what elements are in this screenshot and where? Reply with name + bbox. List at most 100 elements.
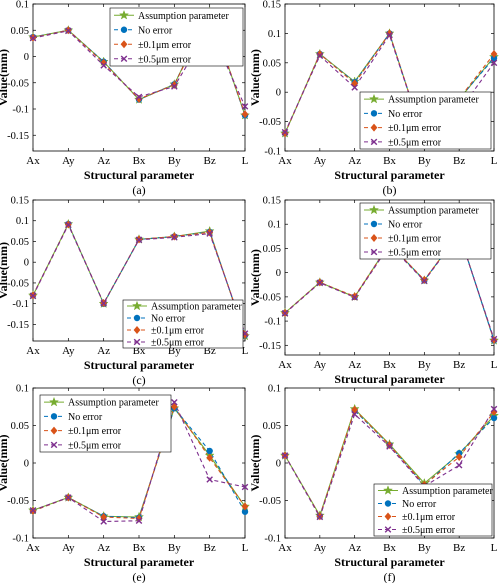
y-tick-label: 0 <box>276 268 281 279</box>
x-tick-label: Bz <box>453 542 465 554</box>
x-tick-label: Az <box>97 542 110 554</box>
legend-label: ±0.5μm error <box>138 54 192 65</box>
data-point <box>100 62 107 69</box>
data-point <box>29 292 37 300</box>
x-tick-label: Bz <box>453 359 465 371</box>
legend-label: Assumption parameter <box>388 95 479 106</box>
legend-label: No error <box>138 25 173 36</box>
legend-marker <box>120 26 128 33</box>
x-tick-label: By <box>418 359 431 371</box>
data-point <box>386 441 393 449</box>
chart-panel-c: Ax Ay Az Bx By Bz L-0.15-0.1-0.0500.050.10.15S… <box>0 196 251 387</box>
legend-label: ±0.5μm error <box>402 525 456 536</box>
legend-marker <box>370 220 378 228</box>
legend-label: ±0.5μm error <box>68 440 122 451</box>
x-axis-label: Structural parameter <box>84 168 195 182</box>
x-tick-label: L <box>491 542 498 554</box>
x-tick-label: By <box>418 542 431 554</box>
panel-caption: (b) <box>383 183 397 197</box>
legend-marker <box>370 138 378 146</box>
legend-label: No error <box>402 499 437 510</box>
legend-box <box>359 202 492 260</box>
data-point <box>171 398 178 406</box>
data-point <box>490 414 498 422</box>
y-axis-label: Value(mm) <box>0 242 10 299</box>
data-point <box>281 310 289 317</box>
x-tick-label: L <box>491 155 498 167</box>
y-tick-label: -0.05 <box>7 78 29 89</box>
y-tick-label: -0.15 <box>7 320 29 331</box>
x-tick-label: Ax <box>278 359 292 371</box>
legend-marker <box>384 500 392 507</box>
legend-label: ±0.5μm error <box>388 248 442 259</box>
legend-box <box>373 483 493 537</box>
legend-marker <box>133 338 141 346</box>
y-tick-label: 0.1 <box>268 29 281 40</box>
data-point <box>170 80 178 89</box>
x-tick-label: L <box>242 345 249 357</box>
y-tick-label: -0.05 <box>7 496 29 507</box>
data-point <box>281 128 289 136</box>
y-tick-label: 0 <box>276 88 281 99</box>
x-tick-label: Bx <box>383 155 396 167</box>
data-point <box>100 58 108 67</box>
y-tick-label: 0.1 <box>268 384 281 395</box>
y-tick-label: -0.1 <box>264 147 281 158</box>
y-tick-label: -0.15 <box>259 341 281 352</box>
x-tick-label: Bx <box>383 542 396 554</box>
data-point <box>455 453 463 461</box>
data-point <box>490 408 498 416</box>
legend-marker <box>370 248 378 256</box>
y-tick-label: -0.1 <box>12 299 29 310</box>
y-tick-label: 0.1 <box>16 0 29 11</box>
x-tick-label: Ay <box>314 542 327 554</box>
legend-marker <box>368 204 380 215</box>
data-point <box>65 221 72 229</box>
legend-marker <box>133 326 141 334</box>
y-tick-label: 0.1 <box>16 384 29 395</box>
chart-panel-a: Ax Ay Az Bx By Bz L -0.15 -0.1 -0.05 0 0.05 0.1 Struc… <box>0 0 251 197</box>
legend-label: Assumption parameter <box>388 206 479 217</box>
data-point <box>100 299 107 307</box>
y-tick-label: -0.1 <box>264 317 281 328</box>
y-tick-label: 0.05 <box>263 58 281 69</box>
x-tick-label: Bx <box>383 359 396 371</box>
data-point <box>135 93 143 101</box>
data-point <box>206 230 213 237</box>
y-axis-label: Value(mm) <box>0 435 10 492</box>
legend-label: Assumption parameter <box>151 302 242 313</box>
x-tick-label: Ay <box>62 155 75 167</box>
panel-caption: (a) <box>132 183 145 197</box>
legend-label: Assumption parameter <box>68 398 159 409</box>
y-tick-label: 0.05 <box>11 237 29 248</box>
data-point <box>316 279 324 287</box>
x-tick-label: Bx <box>133 155 146 167</box>
x-tick-label: L <box>491 359 498 371</box>
legend-marker <box>368 93 380 104</box>
chart-panel-b: Ax Ay Az Bx By Bz L -0.1 -0.05 0 0.05 0.1 0.15 Struct… <box>248 0 500 197</box>
legend-marker <box>384 526 392 533</box>
data-point <box>316 513 324 521</box>
y-tick-label: 0 <box>24 459 29 470</box>
legend: Assumption parameter No error ±0.1μm error… <box>109 7 244 67</box>
x-axis-label: Structural parameter <box>84 358 195 372</box>
legend-label: Assumption parameter <box>402 486 493 497</box>
y-tick-label: -0.1 <box>12 534 29 545</box>
x-tick-label: Ax <box>278 542 292 554</box>
legend-marker <box>382 485 394 495</box>
data-point <box>206 447 213 455</box>
legend-marker <box>120 55 128 63</box>
legend-label: ±0.1μm error <box>151 326 205 337</box>
data-point <box>490 49 498 58</box>
x-tick-label: L <box>242 155 249 167</box>
y-tick-label: -0.05 <box>259 496 281 507</box>
legend: Assumption parameter No error ±0.1μm error… <box>359 202 492 260</box>
y-tick-label: 0.05 <box>263 421 281 432</box>
legend-marker <box>120 40 128 49</box>
data-point <box>241 508 249 515</box>
x-tick-label: Ay <box>62 345 75 357</box>
legend-marker <box>48 396 60 407</box>
x-axis-label: Structural parameter <box>334 372 445 386</box>
y-tick-label: 0.05 <box>11 421 29 432</box>
